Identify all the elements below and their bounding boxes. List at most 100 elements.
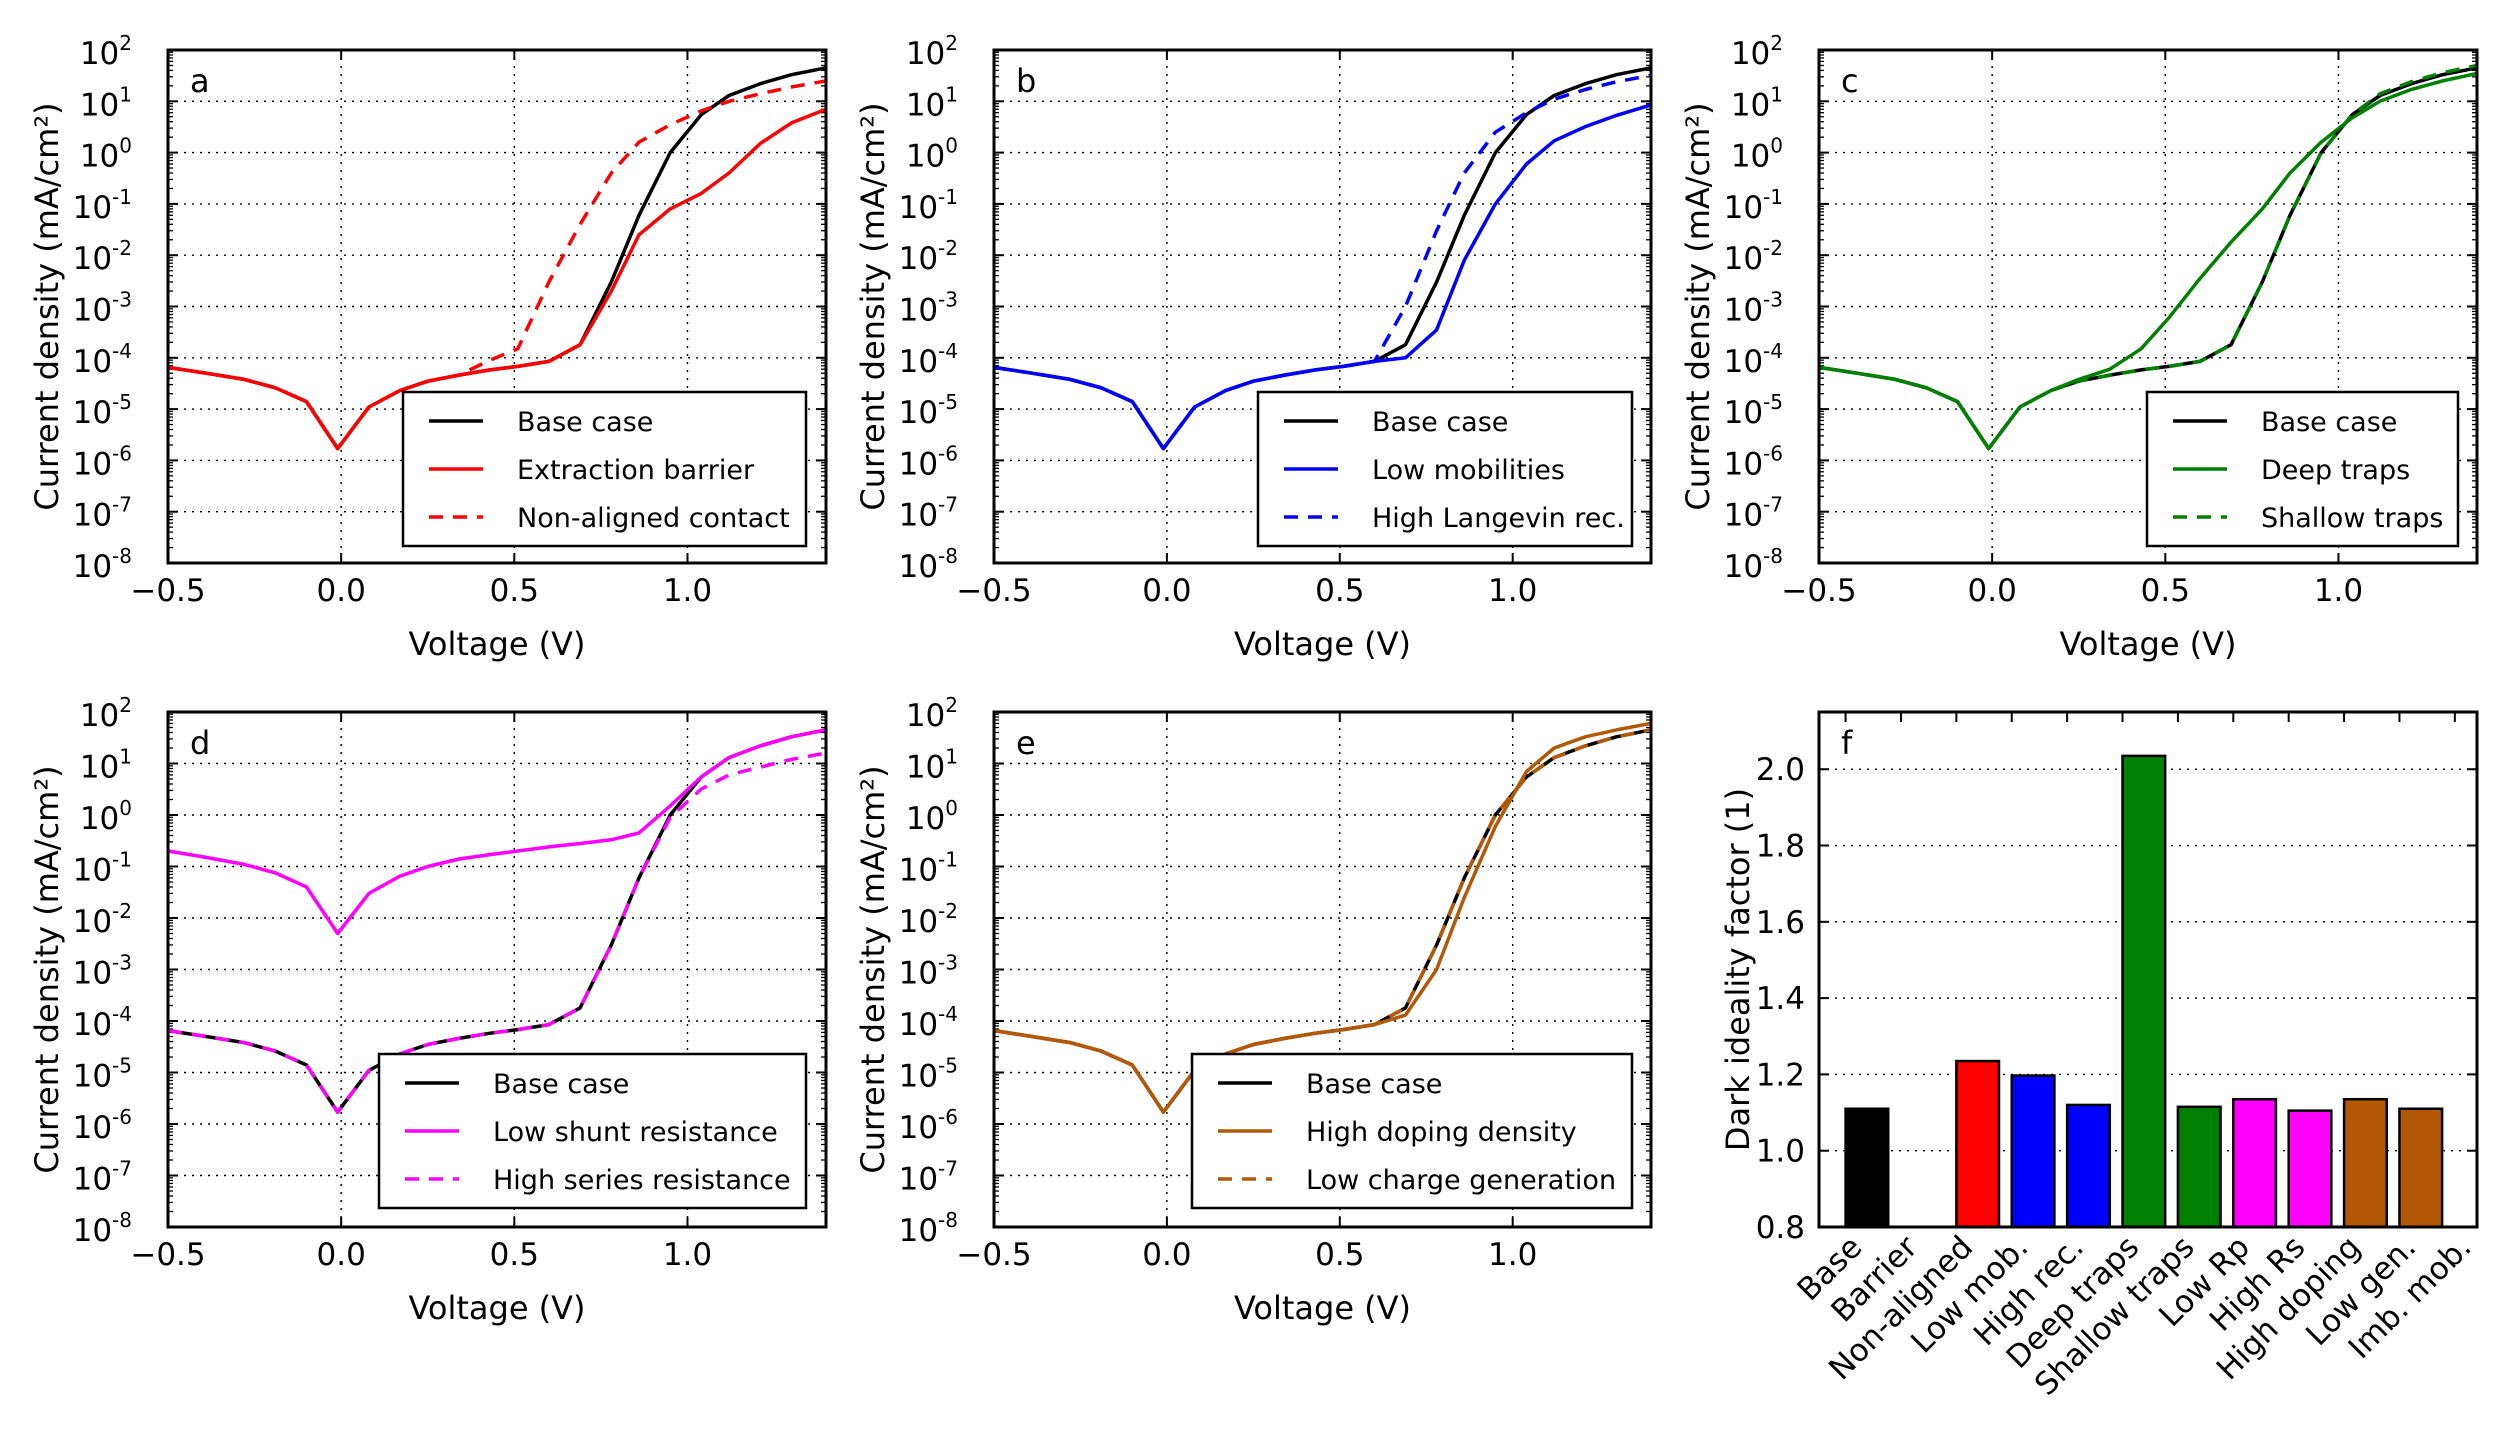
- y-tick-label: 1.4: [1756, 981, 1805, 1017]
- y-tick-label: 100: [80, 134, 132, 175]
- x-tick-label: −0.5: [956, 573, 1031, 609]
- y-tick-base: 10: [899, 446, 938, 482]
- legend-label: Low charge generation: [1306, 1165, 1616, 1196]
- y-axis-label: Current density (mA/cm²): [854, 765, 892, 1173]
- y-tick-label: 10-5: [73, 390, 132, 431]
- panel-d: 10-810-710-610-510-410-310-210-110010110…: [28, 693, 828, 1327]
- x-axis-label: Voltage (V): [1234, 1289, 1411, 1327]
- y-tick-base: 10: [80, 750, 119, 786]
- panel-letter: c: [1841, 62, 1859, 100]
- y-tick-exponent: 1: [945, 82, 958, 106]
- legend-label: Base case: [2261, 407, 2397, 438]
- y-tick-label: 1.8: [1756, 829, 1805, 865]
- x-tick-label: 0.0: [317, 573, 366, 609]
- y-tick-exponent: -7: [938, 1157, 958, 1181]
- bar-high-rs: [2287, 1109, 2333, 1229]
- y-tick-label: 100: [1731, 134, 1783, 175]
- y-tick-base: 10: [73, 1162, 112, 1198]
- y-tick-exponent: -6: [112, 1105, 132, 1129]
- y-tick-exponent: 0: [945, 134, 958, 158]
- y-tick-base: 10: [80, 698, 119, 734]
- legend-label: Extraction barrier: [517, 455, 755, 486]
- axes-frame: [166, 710, 828, 1229]
- y-tick-base: 10: [899, 498, 938, 534]
- y-tick-base: 10: [1731, 87, 1770, 123]
- y-tick-label: 10-3: [899, 951, 958, 992]
- y-tick-exponent: -2: [1763, 236, 1783, 260]
- panel-letter: d: [190, 724, 210, 762]
- y-tick-exponent: -5: [938, 1054, 958, 1078]
- y-tick-base: 10: [1724, 498, 1763, 534]
- x-tick-label: −0.5: [1781, 573, 1856, 609]
- y-tick-label: 10-6: [899, 1105, 958, 1146]
- y-tick-label: 10-5: [1724, 390, 1783, 431]
- y-tick-exponent: -7: [1763, 493, 1783, 517]
- y-tick-exponent: -8: [112, 544, 132, 568]
- y-tick-exponent: 1: [119, 745, 132, 769]
- panel-a: 10-810-710-610-510-410-310-210-110010110…: [28, 31, 828, 663]
- legend-label: Base case: [1372, 407, 1508, 438]
- bar-shallow-traps: [2176, 1105, 2222, 1229]
- y-tick-label: 10-7: [899, 493, 958, 534]
- y-tick-label: 102: [1731, 31, 1783, 72]
- x-tick-label: 1.0: [1488, 573, 1537, 609]
- y-tick-exponent: -5: [112, 390, 132, 414]
- y-tick-label: 101: [80, 745, 132, 786]
- y-tick-label: 10-8: [73, 1208, 132, 1249]
- y-tick-exponent: -4: [938, 339, 958, 363]
- y-tick-exponent: 2: [119, 31, 132, 55]
- y-tick-exponent: -4: [938, 1002, 958, 1026]
- y-tick-exponent: -5: [938, 390, 958, 414]
- x-tick-label: 1.0: [1488, 1237, 1537, 1273]
- y-tick-base: 10: [899, 395, 938, 431]
- y-tick-exponent: -1: [1763, 185, 1783, 209]
- y-tick-exponent: 1: [1770, 82, 1783, 106]
- y-tick-exponent: -7: [112, 493, 132, 517]
- legend-label: Low shunt resistance: [493, 1117, 778, 1148]
- y-tick-label: 1.0: [1756, 1134, 1805, 1170]
- y-tick-label: 102: [906, 31, 958, 72]
- y-tick-exponent: -5: [112, 1054, 132, 1078]
- y-tick-base: 10: [899, 241, 938, 277]
- y-tick-base: 10: [1724, 395, 1763, 431]
- bar-low-mob-: [2010, 1074, 2056, 1229]
- y-tick-exponent: 2: [945, 31, 958, 55]
- bar-low-rp: [2232, 1097, 2278, 1229]
- y-tick-exponent: -6: [938, 441, 958, 465]
- y-tick-base: 10: [1724, 549, 1763, 585]
- y-tick-base: 10: [73, 1213, 112, 1249]
- axes-frame: [1817, 48, 2479, 565]
- y-tick-exponent: 0: [119, 796, 132, 820]
- y-tick-base: 10: [73, 1110, 112, 1146]
- y-tick-base: 10: [906, 87, 945, 123]
- y-tick-base: 10: [80, 801, 119, 837]
- y-tick-label: 102: [80, 31, 132, 72]
- y-tick-exponent: -6: [1763, 441, 1783, 465]
- panel-f: 0.81.01.21.41.61.82.0BaseBarrierNon-alig…: [1719, 710, 2479, 1403]
- y-tick-exponent: -1: [938, 848, 958, 872]
- y-tick-label: 100: [906, 796, 958, 837]
- y-tick-label: 10-2: [899, 899, 958, 940]
- legend: Base case Low mobilities High Langevin rec…: [1256, 390, 1634, 548]
- legend-label: Deep traps: [2261, 455, 2410, 486]
- y-tick-exponent: -3: [112, 288, 132, 312]
- bar-non-aligned: [1955, 1059, 2001, 1229]
- legend: Base case Deep traps Shallow traps: [2145, 390, 2460, 548]
- y-tick-label: 10-4: [1724, 339, 1783, 380]
- y-tick-exponent: -3: [938, 951, 958, 975]
- series-line-non-aligned-contact: [168, 79, 826, 451]
- y-tick-base: 10: [73, 853, 112, 889]
- x-axis-label: Voltage (V): [1234, 625, 1411, 663]
- y-tick-base: 10: [1724, 344, 1763, 380]
- y-tick-base: 10: [899, 344, 938, 380]
- series-line-high-langevin-rec-: [994, 73, 1651, 451]
- x-tick-label: 0.5: [490, 1237, 539, 1273]
- y-tick-exponent: -5: [1763, 390, 1783, 414]
- y-tick-base: 10: [899, 1059, 938, 1095]
- y-tick-label: 10-4: [899, 1002, 958, 1043]
- y-tick-exponent: -6: [112, 441, 132, 465]
- legend-label: Base case: [517, 407, 653, 438]
- y-tick-label: 101: [80, 82, 132, 123]
- y-tick-exponent: 2: [945, 693, 958, 717]
